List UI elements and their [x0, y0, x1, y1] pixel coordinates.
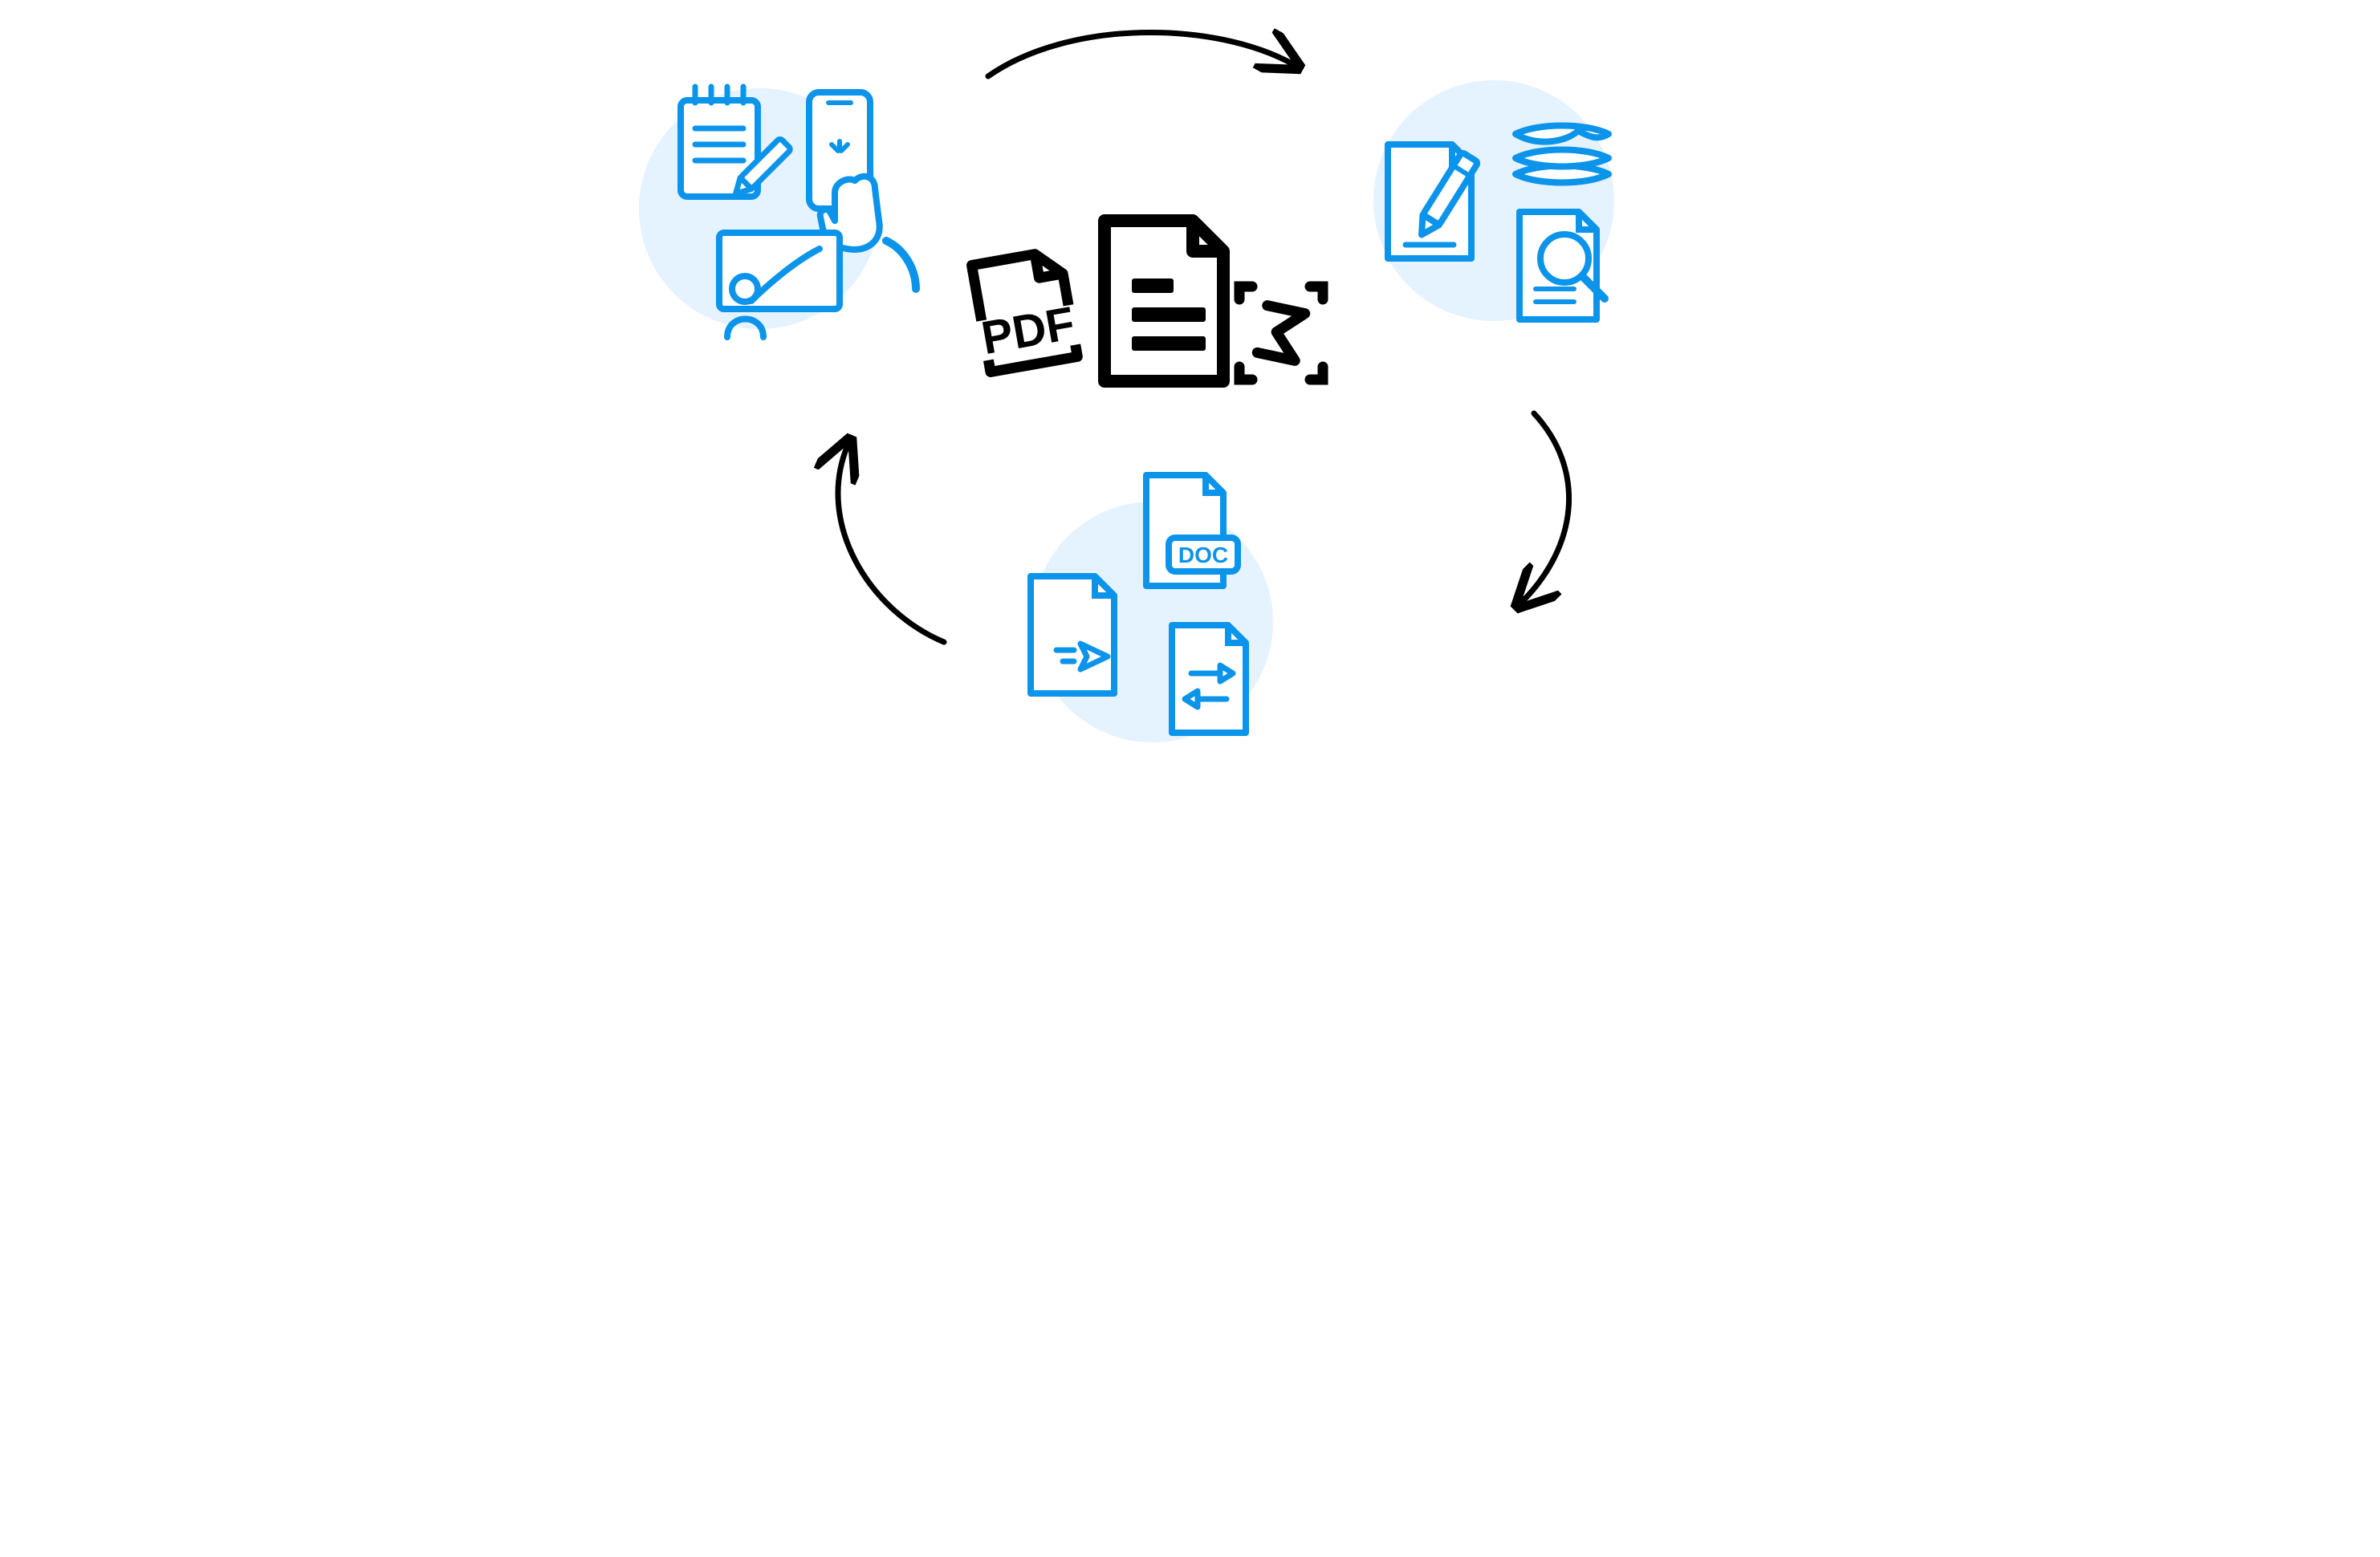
sigma-capture-icon — [1239, 287, 1323, 380]
notepad-pencil-icon — [681, 87, 791, 199]
arrow-top — [988, 32, 1293, 76]
doc-file-icon: DOC — [1146, 475, 1238, 586]
process-cluster — [1341, 64, 1646, 353]
output-cluster: DOC — [976, 453, 1313, 774]
doc-label: DOC — [1178, 543, 1228, 567]
document-pencil-icon — [1388, 144, 1479, 258]
paper-stack-icon — [1515, 126, 1609, 183]
center-cluster: PDF — [960, 205, 1337, 429]
cycle-diagram: PDF — [595, 0, 1785, 778]
document-search-icon — [1520, 212, 1605, 319]
pdf-file-icon: PDF — [960, 247, 1093, 375]
file-send-icon — [1031, 576, 1114, 693]
whiteboard-person-icon — [719, 233, 840, 337]
arrow-bottom-left — [838, 445, 944, 642]
input-cluster — [639, 56, 928, 345]
document-icon — [1105, 221, 1223, 381]
arrow-right — [1522, 413, 1569, 602]
file-transfer-icon — [1172, 625, 1246, 733]
